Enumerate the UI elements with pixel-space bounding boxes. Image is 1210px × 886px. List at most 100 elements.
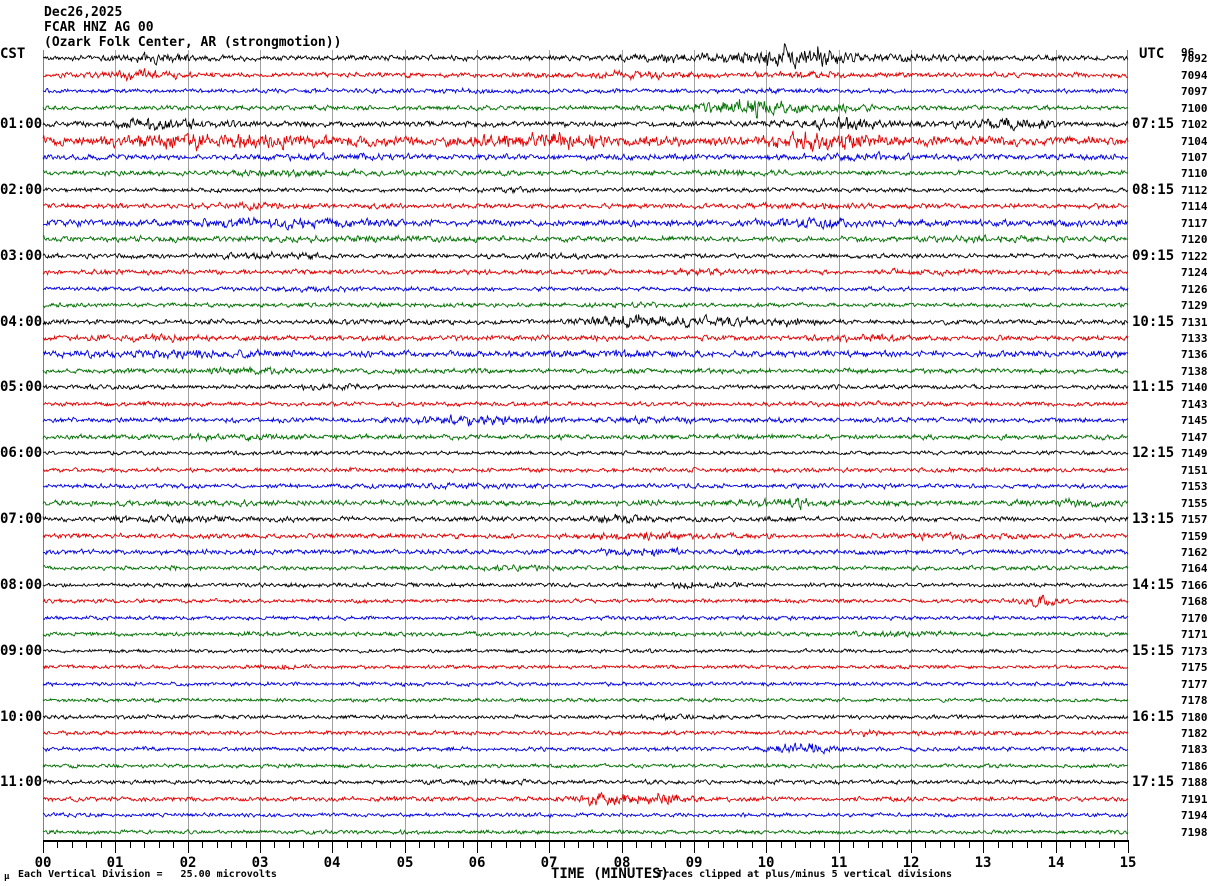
x-tick-label-08: 08 [613, 855, 631, 871]
right-count-label-7110: 7110 [1181, 167, 1208, 181]
trace-row-35 [43, 614, 1128, 654]
trace-row-15 [43, 285, 1128, 325]
x-tick-minor [506, 840, 507, 848]
x-tick-minor [173, 840, 174, 848]
right-count-label-7166: 7166 [1181, 578, 1208, 592]
right-count-label-7183: 7183 [1181, 743, 1208, 757]
x-tick-minor [448, 840, 449, 848]
trace-row-18 [43, 334, 1128, 374]
gridline-minute-8 [622, 50, 623, 840]
left-time-label-0700: 07:00 [0, 511, 43, 528]
right-count-label-7173: 7173 [1181, 644, 1208, 658]
right-count-label-7149: 7149 [1181, 447, 1208, 461]
trace-row-8 [43, 170, 1128, 210]
right-time-label-0715: 07:15 [1132, 116, 1175, 133]
x-tick-minor [202, 840, 203, 848]
trace-polyline [43, 531, 1128, 540]
trace-row-41 [43, 713, 1128, 753]
x-tick-major-11 [839, 840, 840, 853]
trace-row-12 [43, 236, 1128, 276]
x-tick-minor [810, 840, 811, 848]
trace-polyline [43, 743, 1128, 754]
gridline-minute-11 [839, 50, 840, 840]
trace-row-23 [43, 417, 1128, 457]
x-tick-minor [491, 840, 492, 848]
left-time-label-0200: 02:00 [0, 181, 43, 198]
trace-polyline [43, 467, 1128, 472]
x-tick-minor [578, 840, 579, 848]
x-tick-minor [781, 840, 782, 848]
x-tick-minor [217, 840, 218, 848]
x-tick-label-05: 05 [396, 855, 414, 871]
left-time-label-0800: 08:00 [0, 576, 43, 593]
trace-polyline [43, 334, 1128, 343]
trace-row-10 [43, 203, 1128, 243]
x-tick-minor [737, 840, 738, 848]
x-tick-major-3 [260, 840, 261, 853]
trace-polyline [43, 698, 1128, 703]
trace-row-6 [43, 137, 1128, 177]
right-count-label-7131: 7131 [1181, 315, 1208, 329]
trace-row-2 [43, 71, 1128, 111]
trace-row-16 [43, 302, 1128, 342]
x-tick-label-00: 00 [34, 855, 52, 871]
right-count-label-7092: 7092 [1181, 52, 1208, 66]
right-count-label-7159: 7159 [1181, 529, 1208, 543]
right-count-label-7129: 7129 [1181, 299, 1208, 313]
gridline-minute-7 [549, 50, 550, 840]
x-tick-minor [1041, 840, 1042, 848]
right-count-label-7151: 7151 [1181, 463, 1208, 477]
scale-note: Each Vertical Division = 25.00 microvolt… [18, 869, 277, 880]
x-tick-label-04: 04 [323, 855, 341, 871]
left-time-label-0300: 03:00 [0, 247, 43, 264]
trace-polyline [43, 648, 1128, 653]
gridline-minute-13 [983, 50, 984, 840]
right-count-label-7104: 7104 [1181, 134, 1208, 148]
x-tick-minor [289, 840, 290, 848]
x-tick-minor [593, 840, 594, 848]
trace-row-47 [43, 812, 1128, 852]
right-time-label-0915: 09:15 [1132, 247, 1175, 264]
trace-polyline [43, 813, 1128, 818]
trace-polyline [43, 498, 1128, 510]
right-count-label-7175: 7175 [1181, 661, 1208, 675]
x-tick-minor [1070, 840, 1071, 848]
x-tick-major-0 [43, 840, 44, 853]
x-tick-minor [72, 840, 73, 848]
right-count-label-7145: 7145 [1181, 414, 1208, 428]
trace-row-3 [43, 88, 1128, 128]
x-tick-minor [607, 840, 608, 848]
x-tick-minor [390, 840, 391, 848]
x-tick-minor [347, 840, 348, 848]
right-count-label-7178: 7178 [1181, 694, 1208, 708]
x-tick-major-13 [983, 840, 984, 853]
x-tick-major-6 [477, 840, 478, 853]
left-time-label-1100: 11:00 [0, 774, 43, 791]
right-count-label-7191: 7191 [1181, 792, 1208, 806]
trace-row-45 [43, 779, 1128, 819]
x-tick-minor [564, 840, 565, 848]
trace-polyline [43, 384, 1128, 391]
x-tick-minor [144, 840, 145, 848]
right-count-label-7164: 7164 [1181, 562, 1208, 576]
x-tick-minor [159, 840, 160, 848]
trace-polyline [43, 88, 1128, 94]
right-time-label-1415: 14:15 [1132, 576, 1175, 593]
x-tick-minor [361, 840, 362, 848]
trace-polyline [43, 302, 1128, 308]
seismogram-canvas [43, 50, 1128, 840]
x-tick-minor [651, 840, 652, 848]
trace-row-24 [43, 433, 1128, 473]
trace-polyline [43, 117, 1128, 131]
trace-row-42 [43, 729, 1128, 769]
gridline-minute-1 [115, 50, 116, 840]
right-time-label-1615: 16:15 [1132, 708, 1175, 725]
right-count-label-7097: 7097 [1181, 85, 1208, 99]
right-count-label-7112: 7112 [1181, 183, 1208, 197]
trace-row-39 [43, 680, 1128, 720]
trace-polyline [43, 130, 1128, 150]
right-count-label-7162: 7162 [1181, 545, 1208, 559]
right-count-label-7136: 7136 [1181, 348, 1208, 362]
gridline-minute-14 [1056, 50, 1057, 840]
trace-row-30 [43, 532, 1128, 572]
